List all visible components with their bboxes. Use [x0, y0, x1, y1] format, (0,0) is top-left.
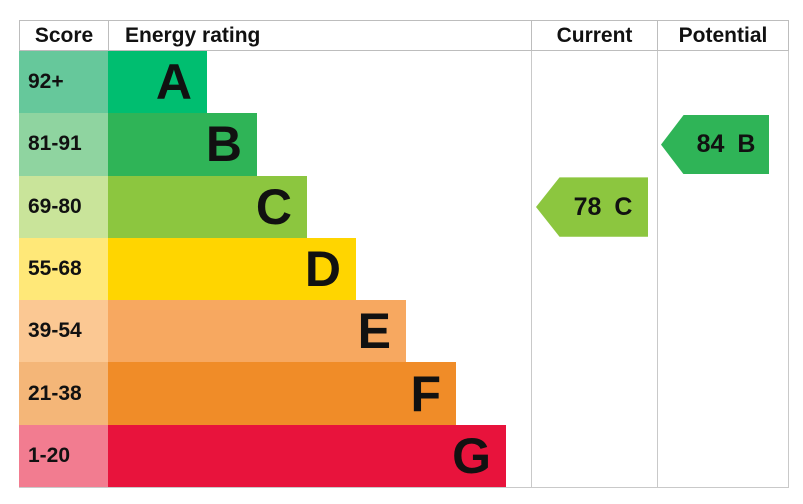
energy-band-bar-f: F [108, 362, 456, 425]
band-letter: G [452, 427, 491, 484]
table-right-border [788, 51, 789, 488]
potential-column-divider [657, 51, 658, 488]
energy-band-row-g: 1-20 G [19, 424, 789, 487]
potential-rating-arrow: 84 B [661, 114, 769, 175]
score-range-cell: 81-91 [19, 113, 108, 176]
energy-rating-column-header: Energy rating [108, 21, 531, 50]
band-letter: C [255, 178, 292, 235]
energy-band-bar-c: C [108, 175, 307, 238]
current-score-value: 78 [573, 192, 602, 221]
energy-band-row-f: 21-38 F [19, 362, 789, 425]
epc-header-row: Score Energy rating Current Potential [19, 20, 789, 51]
band-letter: F [410, 365, 441, 422]
score-range-cell: 1-20 [19, 424, 108, 487]
current-rating-arrow: 78 C [536, 177, 648, 237]
epc-body: 92+ A 81-91 B 69-80 C 55-68 D 39-54 E 21-38 F 1-20 G [19, 51, 789, 488]
current-column-divider [531, 51, 532, 488]
potential-score-value: 84 [696, 130, 725, 159]
energy-band-bar-b: B [108, 113, 257, 176]
energy-band-bar-e: E [108, 300, 406, 363]
score-column-header: Score [19, 21, 108, 50]
energy-band-bar-d: D [108, 237, 356, 301]
score-range-cell: 69-80 [19, 175, 108, 238]
score-range-cell: 21-38 [19, 362, 108, 425]
band-letter: D [304, 240, 341, 297]
current-band-letter: C [614, 192, 633, 221]
score-range-cell: 39-54 [19, 300, 108, 363]
energy-band-row-e: 39-54 E [19, 300, 789, 363]
energy-band-bar-g: G [108, 424, 506, 487]
potential-band-letter: B [737, 130, 756, 159]
band-letter: A [155, 54, 192, 111]
band-letter: E [357, 303, 391, 360]
score-range-cell: 55-68 [19, 237, 108, 301]
energy-band-bar-a: A [108, 51, 207, 114]
score-range-cell: 92+ [19, 51, 108, 114]
energy-band-row-a: 92+ A [19, 51, 789, 114]
current-column-header: Current [531, 21, 657, 50]
energy-band-row-d: 55-68 D [19, 237, 789, 301]
epc-table: Score Energy rating Current Potential 92… [19, 20, 789, 488]
energy-band-row-c: 69-80 C [19, 175, 789, 238]
potential-column-header: Potential [657, 21, 789, 50]
energy-band-row-b: 81-91 B [19, 113, 789, 176]
band-letter: B [205, 116, 242, 173]
